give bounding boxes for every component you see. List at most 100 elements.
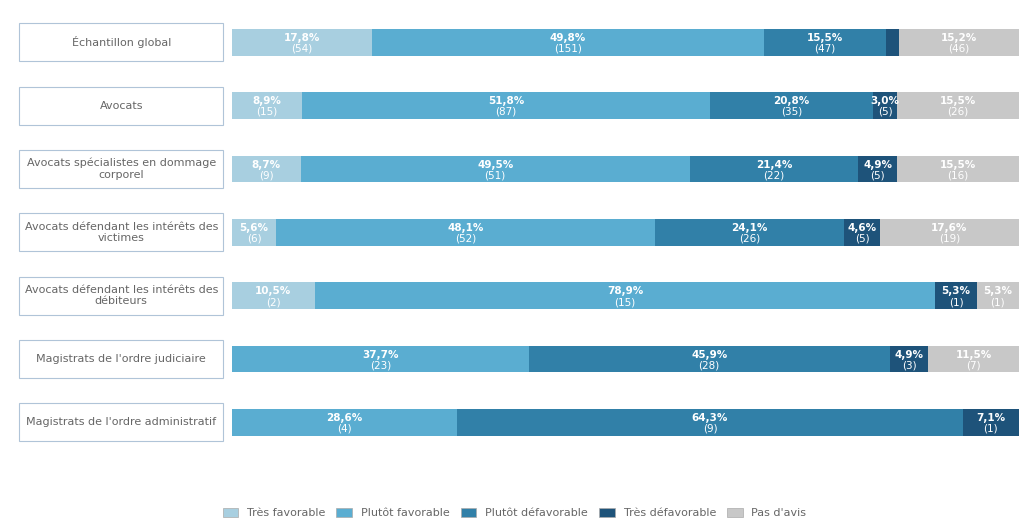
Text: (1): (1) [949, 297, 963, 307]
Bar [899, 29, 1019, 55]
FancyBboxPatch shape [20, 150, 223, 188]
Text: 21,4%: 21,4% [756, 159, 792, 169]
Text: (15): (15) [614, 297, 636, 307]
FancyBboxPatch shape [20, 277, 223, 315]
Text: Avocats défendant les intérêts des
débiteurs: Avocats défendant les intérêts des débit… [25, 285, 218, 306]
Text: (151): (151) [554, 44, 582, 53]
Text: 37,7%: 37,7% [362, 350, 398, 360]
Bar [897, 92, 1019, 119]
Text: (15): (15) [256, 107, 278, 117]
Bar [300, 156, 689, 182]
Text: 5,6%: 5,6% [240, 223, 269, 233]
Text: (22): (22) [764, 171, 785, 180]
Text: 49,5%: 49,5% [477, 159, 513, 169]
FancyBboxPatch shape [20, 213, 223, 251]
Text: 4,6%: 4,6% [848, 223, 877, 233]
Text: (3): (3) [901, 361, 916, 370]
Text: 3,0%: 3,0% [871, 96, 899, 106]
Text: 45,9%: 45,9% [691, 350, 728, 360]
Text: Avocats défendant les intérêts des
victimes: Avocats défendant les intérêts des victi… [25, 222, 218, 243]
Bar [233, 219, 276, 246]
Text: 15,5%: 15,5% [807, 33, 843, 43]
Text: Avocats spécialistes en dommage
corporel: Avocats spécialistes en dommage corporel [27, 158, 216, 180]
Bar [928, 346, 1019, 372]
Bar [315, 282, 935, 309]
Bar [890, 346, 928, 372]
Text: (46): (46) [949, 44, 969, 53]
Text: 20,8%: 20,8% [773, 96, 810, 106]
Text: 17,8%: 17,8% [284, 33, 320, 43]
Bar [764, 29, 886, 55]
Bar [897, 156, 1019, 182]
Text: (19): (19) [938, 234, 960, 243]
Bar [977, 282, 1019, 309]
Text: 15,2%: 15,2% [941, 33, 978, 43]
Text: 17,6%: 17,6% [931, 223, 967, 233]
Text: (87): (87) [495, 107, 517, 117]
FancyBboxPatch shape [20, 23, 223, 61]
Text: 24,1%: 24,1% [732, 223, 768, 233]
Text: 28,6%: 28,6% [326, 413, 363, 423]
Text: (26): (26) [947, 107, 968, 117]
Bar [935, 282, 977, 309]
Text: (5): (5) [855, 234, 870, 243]
Text: 10,5%: 10,5% [255, 286, 291, 296]
Text: (7): (7) [966, 361, 981, 370]
Text: 5,3%: 5,3% [984, 286, 1013, 296]
Text: (9): (9) [259, 171, 274, 180]
Text: 15,5%: 15,5% [939, 96, 975, 106]
Bar [710, 92, 874, 119]
Bar [303, 92, 710, 119]
Text: (51): (51) [485, 171, 506, 180]
Text: 51,8%: 51,8% [488, 96, 524, 106]
Text: (5): (5) [878, 107, 892, 117]
Text: 48,1%: 48,1% [448, 223, 484, 233]
Text: 64,3%: 64,3% [691, 413, 729, 423]
Text: Échantillon global: Échantillon global [72, 36, 171, 48]
Text: 4,9%: 4,9% [863, 159, 892, 169]
Bar [858, 156, 897, 182]
Text: (1): (1) [984, 424, 998, 433]
FancyBboxPatch shape [20, 403, 223, 441]
Bar [963, 409, 1019, 436]
Legend: Très favorable, Plutôt favorable, Plutôt défavorable, Très défavorable, Pas d'av: Très favorable, Plutôt favorable, Plutôt… [218, 503, 811, 522]
Text: (54): (54) [291, 44, 313, 53]
Text: (26): (26) [739, 234, 760, 243]
Text: (35): (35) [781, 107, 802, 117]
Bar [233, 346, 529, 372]
Text: (4): (4) [338, 424, 352, 433]
Text: (6): (6) [247, 234, 261, 243]
Text: (47): (47) [814, 44, 836, 53]
Bar [880, 219, 1019, 246]
Text: (52): (52) [455, 234, 476, 243]
Text: 15,5%: 15,5% [939, 159, 975, 169]
FancyBboxPatch shape [20, 340, 223, 378]
Bar [233, 409, 457, 436]
Bar [844, 219, 880, 246]
Text: (5): (5) [871, 171, 885, 180]
Text: (1): (1) [991, 297, 1005, 307]
Bar [233, 29, 372, 55]
Bar [233, 156, 300, 182]
Text: 78,9%: 78,9% [607, 286, 643, 296]
Text: 5,3%: 5,3% [942, 286, 970, 296]
Text: 7,1%: 7,1% [977, 413, 1005, 423]
Bar [886, 29, 899, 55]
Text: (9): (9) [703, 424, 717, 433]
Bar [276, 219, 654, 246]
Bar [529, 346, 890, 372]
Text: (16): (16) [947, 171, 968, 180]
FancyBboxPatch shape [20, 87, 223, 125]
Text: 8,7%: 8,7% [252, 159, 281, 169]
Text: (28): (28) [699, 361, 720, 370]
Text: (23): (23) [369, 361, 391, 370]
Bar [689, 156, 858, 182]
Text: 4,9%: 4,9% [894, 350, 923, 360]
Bar [654, 219, 844, 246]
Bar [874, 92, 897, 119]
Bar [233, 282, 315, 309]
Text: 11,5%: 11,5% [955, 350, 992, 360]
Text: 49,8%: 49,8% [549, 33, 587, 43]
Bar [372, 29, 764, 55]
Text: 8,9%: 8,9% [253, 96, 282, 106]
